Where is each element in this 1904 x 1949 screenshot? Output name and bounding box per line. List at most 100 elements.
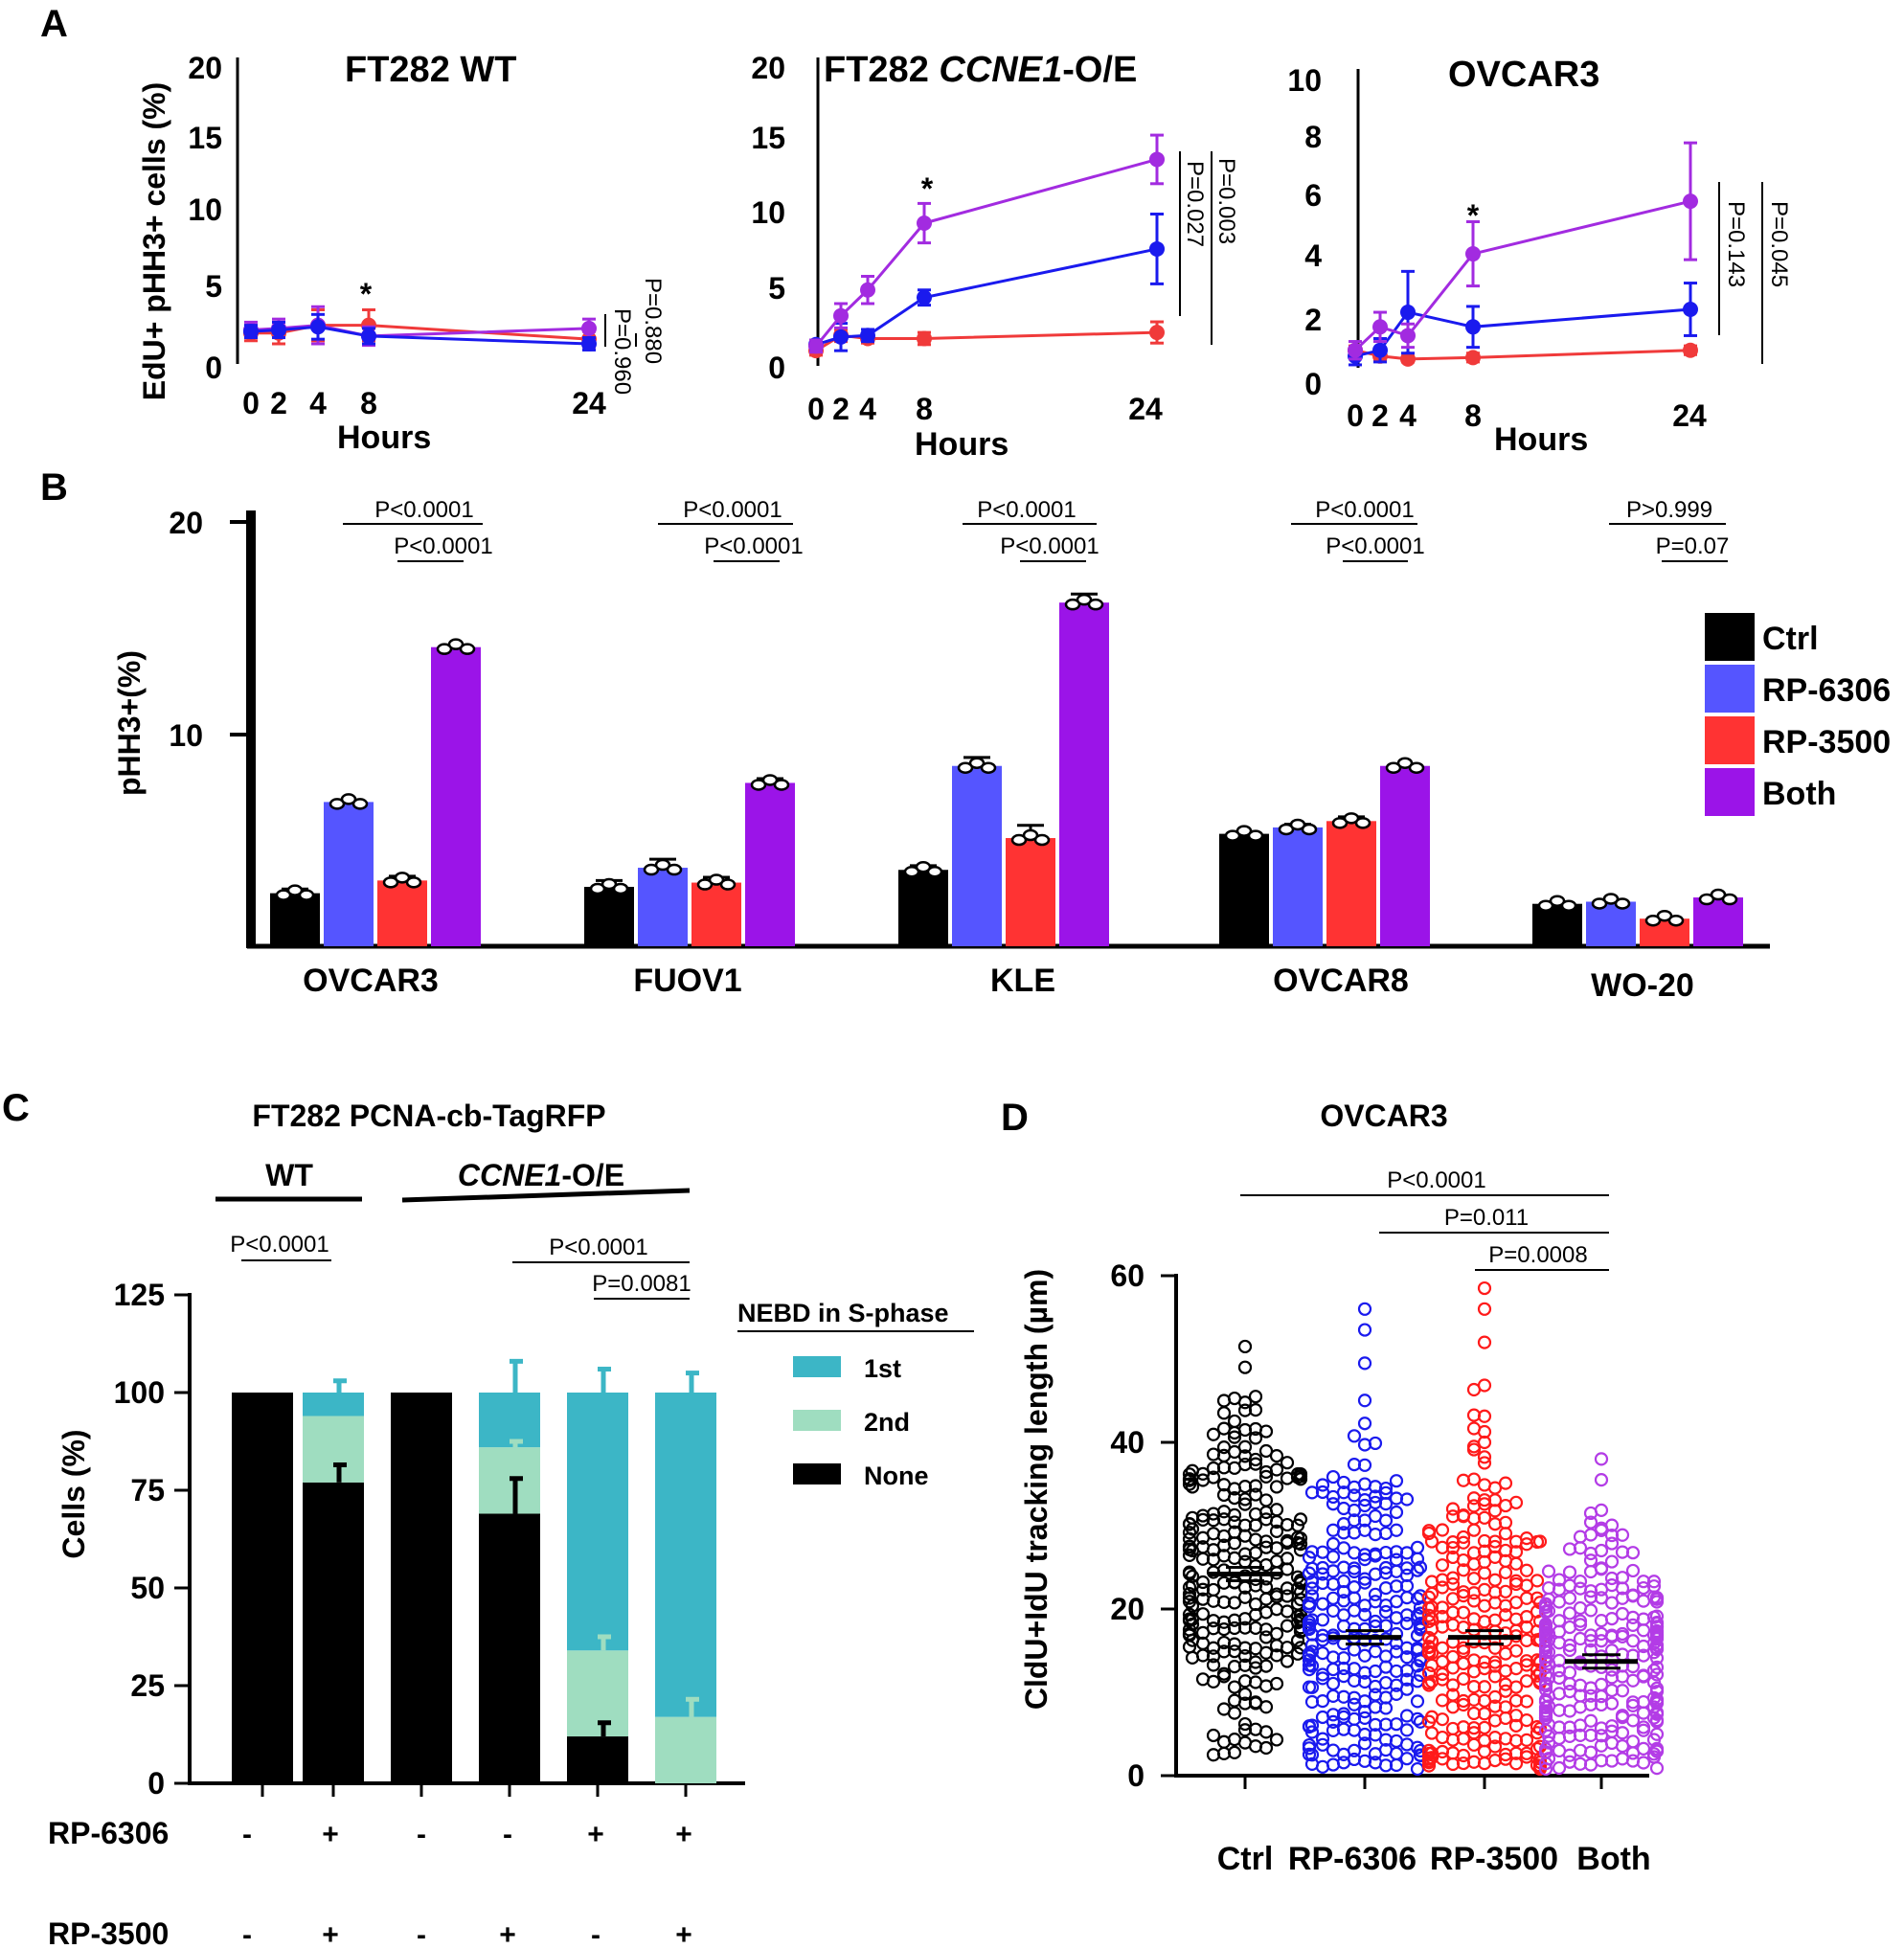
chart-a3-xtick: 8 <box>1464 398 1482 433</box>
chart-b-replicate-dot <box>980 761 997 774</box>
chart-a2-xtick: 24 <box>1128 392 1163 426</box>
chart-d-data-point <box>1562 1542 1577 1556</box>
chart-a2-xtick: 0 <box>807 392 825 426</box>
chart-b-pvalue: P<0.0001 <box>1326 533 1424 559</box>
chart-d-data-point <box>1269 1462 1284 1477</box>
chart-d-data-point <box>1248 1597 1263 1612</box>
chart-d-data-point <box>1538 1683 1553 1697</box>
a3-data-point <box>1400 328 1416 344</box>
chart-d-data-point <box>1456 1671 1471 1687</box>
chart-d-data-point <box>1466 1408 1482 1422</box>
chart-d-data-point <box>1424 1575 1439 1589</box>
chart-b: pHH3+(%) 20 10 OVCAR3 FUOV1 KLE OVCAR8 W… <box>112 497 1891 1004</box>
chart-d-data-point <box>1399 1682 1415 1696</box>
chart-c-bar-segment-first <box>303 1393 364 1416</box>
chart-d-data-point <box>1498 1527 1513 1541</box>
chart-d-ytick: 0 <box>1127 1758 1145 1793</box>
chart-d-data-point <box>1315 1667 1330 1682</box>
chart-d-data-point <box>1185 1650 1200 1666</box>
chart-d-data-point <box>1477 1456 1492 1470</box>
chart-d-data-point <box>1280 1654 1295 1668</box>
chart-a2-ytick: 15 <box>751 121 785 155</box>
chart-d-data-point <box>1206 1427 1221 1441</box>
chart-d-data-point <box>1445 1661 1461 1675</box>
chart-d-data-point <box>1538 1711 1553 1725</box>
a2-data-point <box>833 307 849 324</box>
chart-d-data-point <box>1336 1584 1351 1599</box>
chart-d-data-point <box>1552 1614 1567 1628</box>
chart-a1-star: * <box>360 277 373 311</box>
chart-d-data-point <box>1195 1672 1211 1687</box>
legend-label-rp6306: RP-6306 <box>1762 672 1891 709</box>
chart-d-data-point <box>1421 1743 1437 1757</box>
chart-d-data-point <box>1399 1650 1415 1665</box>
chart-d-data-point <box>1552 1573 1567 1587</box>
chart-d-data-point <box>1293 1608 1308 1622</box>
chart-d-data-point <box>1182 1595 1197 1609</box>
chart-d-data-point <box>1185 1480 1200 1494</box>
chart-a2-ytick: 0 <box>768 351 785 385</box>
chart-d-data-point <box>1216 1487 1232 1503</box>
a2-data-point <box>860 328 875 344</box>
chart-d-data-point <box>1326 1469 1341 1484</box>
chart-d-data-point <box>1615 1528 1630 1542</box>
chart-d-data-point <box>1477 1335 1492 1349</box>
chart-d-data-point <box>1541 1564 1556 1578</box>
a2-data-point <box>808 338 824 354</box>
chart-d-data-point <box>1562 1565 1577 1579</box>
chart-d-data-point <box>1378 1604 1394 1620</box>
chart-b-replicate-dot <box>643 863 660 876</box>
chart-d-data-point <box>1378 1701 1394 1715</box>
chart-d-data-point <box>1389 1687 1404 1701</box>
chart-d-data-point <box>1216 1734 1232 1749</box>
chart-d-data-point <box>1347 1458 1362 1472</box>
chart-d-data-point <box>1487 1534 1503 1549</box>
chart-a1-ylabel: EdU+ pHH3+ cells (%) <box>137 82 171 401</box>
chart-d-data-point <box>1389 1505 1404 1520</box>
a2-data-point <box>1149 151 1165 168</box>
chart-d-data-point <box>1378 1481 1394 1496</box>
chart-b-replicate-dot <box>612 882 629 895</box>
chart-d-data-point <box>1399 1561 1415 1575</box>
chart-d-data-point <box>1368 1587 1383 1601</box>
chart-d-title: OVCAR3 <box>1320 1099 1447 1133</box>
chart-b-bar <box>1532 903 1582 946</box>
chart-b-replicate-dot <box>1591 897 1608 910</box>
chart-b-bar <box>324 802 374 946</box>
chart-d-data-point <box>1456 1535 1471 1550</box>
chart-b-replicate-dot <box>447 638 465 650</box>
chart-b-bar <box>1273 827 1323 946</box>
chart-d-data-point <box>1573 1743 1588 1757</box>
chart-d-data-point <box>1604 1518 1620 1532</box>
legend-swatch-ctrl <box>1705 613 1755 661</box>
chart-d-data-point <box>1573 1530 1588 1544</box>
a1-data-point <box>581 320 597 336</box>
chart-b-replicate-dot <box>654 858 671 872</box>
chart-d-data-point <box>1413 1560 1428 1575</box>
chart-d-data-point <box>1410 1694 1425 1709</box>
chart-d-data-point <box>1185 1463 1200 1478</box>
chart-d-data-point <box>1456 1693 1471 1709</box>
chart-a1-pvalue: P=0.880 <box>640 278 666 364</box>
chart-b-replicate-dot <box>1710 888 1727 901</box>
chart-d-data-point <box>1435 1558 1450 1573</box>
chart-d-data-point <box>1389 1552 1404 1567</box>
chart-d-data-point <box>1302 1615 1317 1629</box>
a1-data-point <box>243 324 259 340</box>
chart-d-data-point <box>1421 1630 1437 1645</box>
chart-d-data-point <box>1326 1688 1341 1704</box>
chart-b-bar <box>1326 821 1376 946</box>
panel-label-b: B <box>40 466 68 509</box>
chart-d-data-point <box>1498 1476 1513 1490</box>
chart-b-bar <box>745 782 795 946</box>
chart-d-data-point <box>1206 1447 1221 1462</box>
chart-d-data-point <box>1326 1497 1341 1511</box>
chart-d-category: RP-3500 <box>1430 1841 1558 1877</box>
chart-d-data-point <box>1237 1439 1253 1454</box>
chart-d-data-point <box>1347 1643 1362 1657</box>
legend-swatch-rp6306 <box>1705 665 1755 713</box>
chart-d-data-point <box>1508 1643 1524 1658</box>
chart-d-data-point <box>1326 1536 1341 1552</box>
chart-d-data-point <box>1562 1676 1577 1691</box>
chart-d-data-point <box>1646 1575 1662 1589</box>
